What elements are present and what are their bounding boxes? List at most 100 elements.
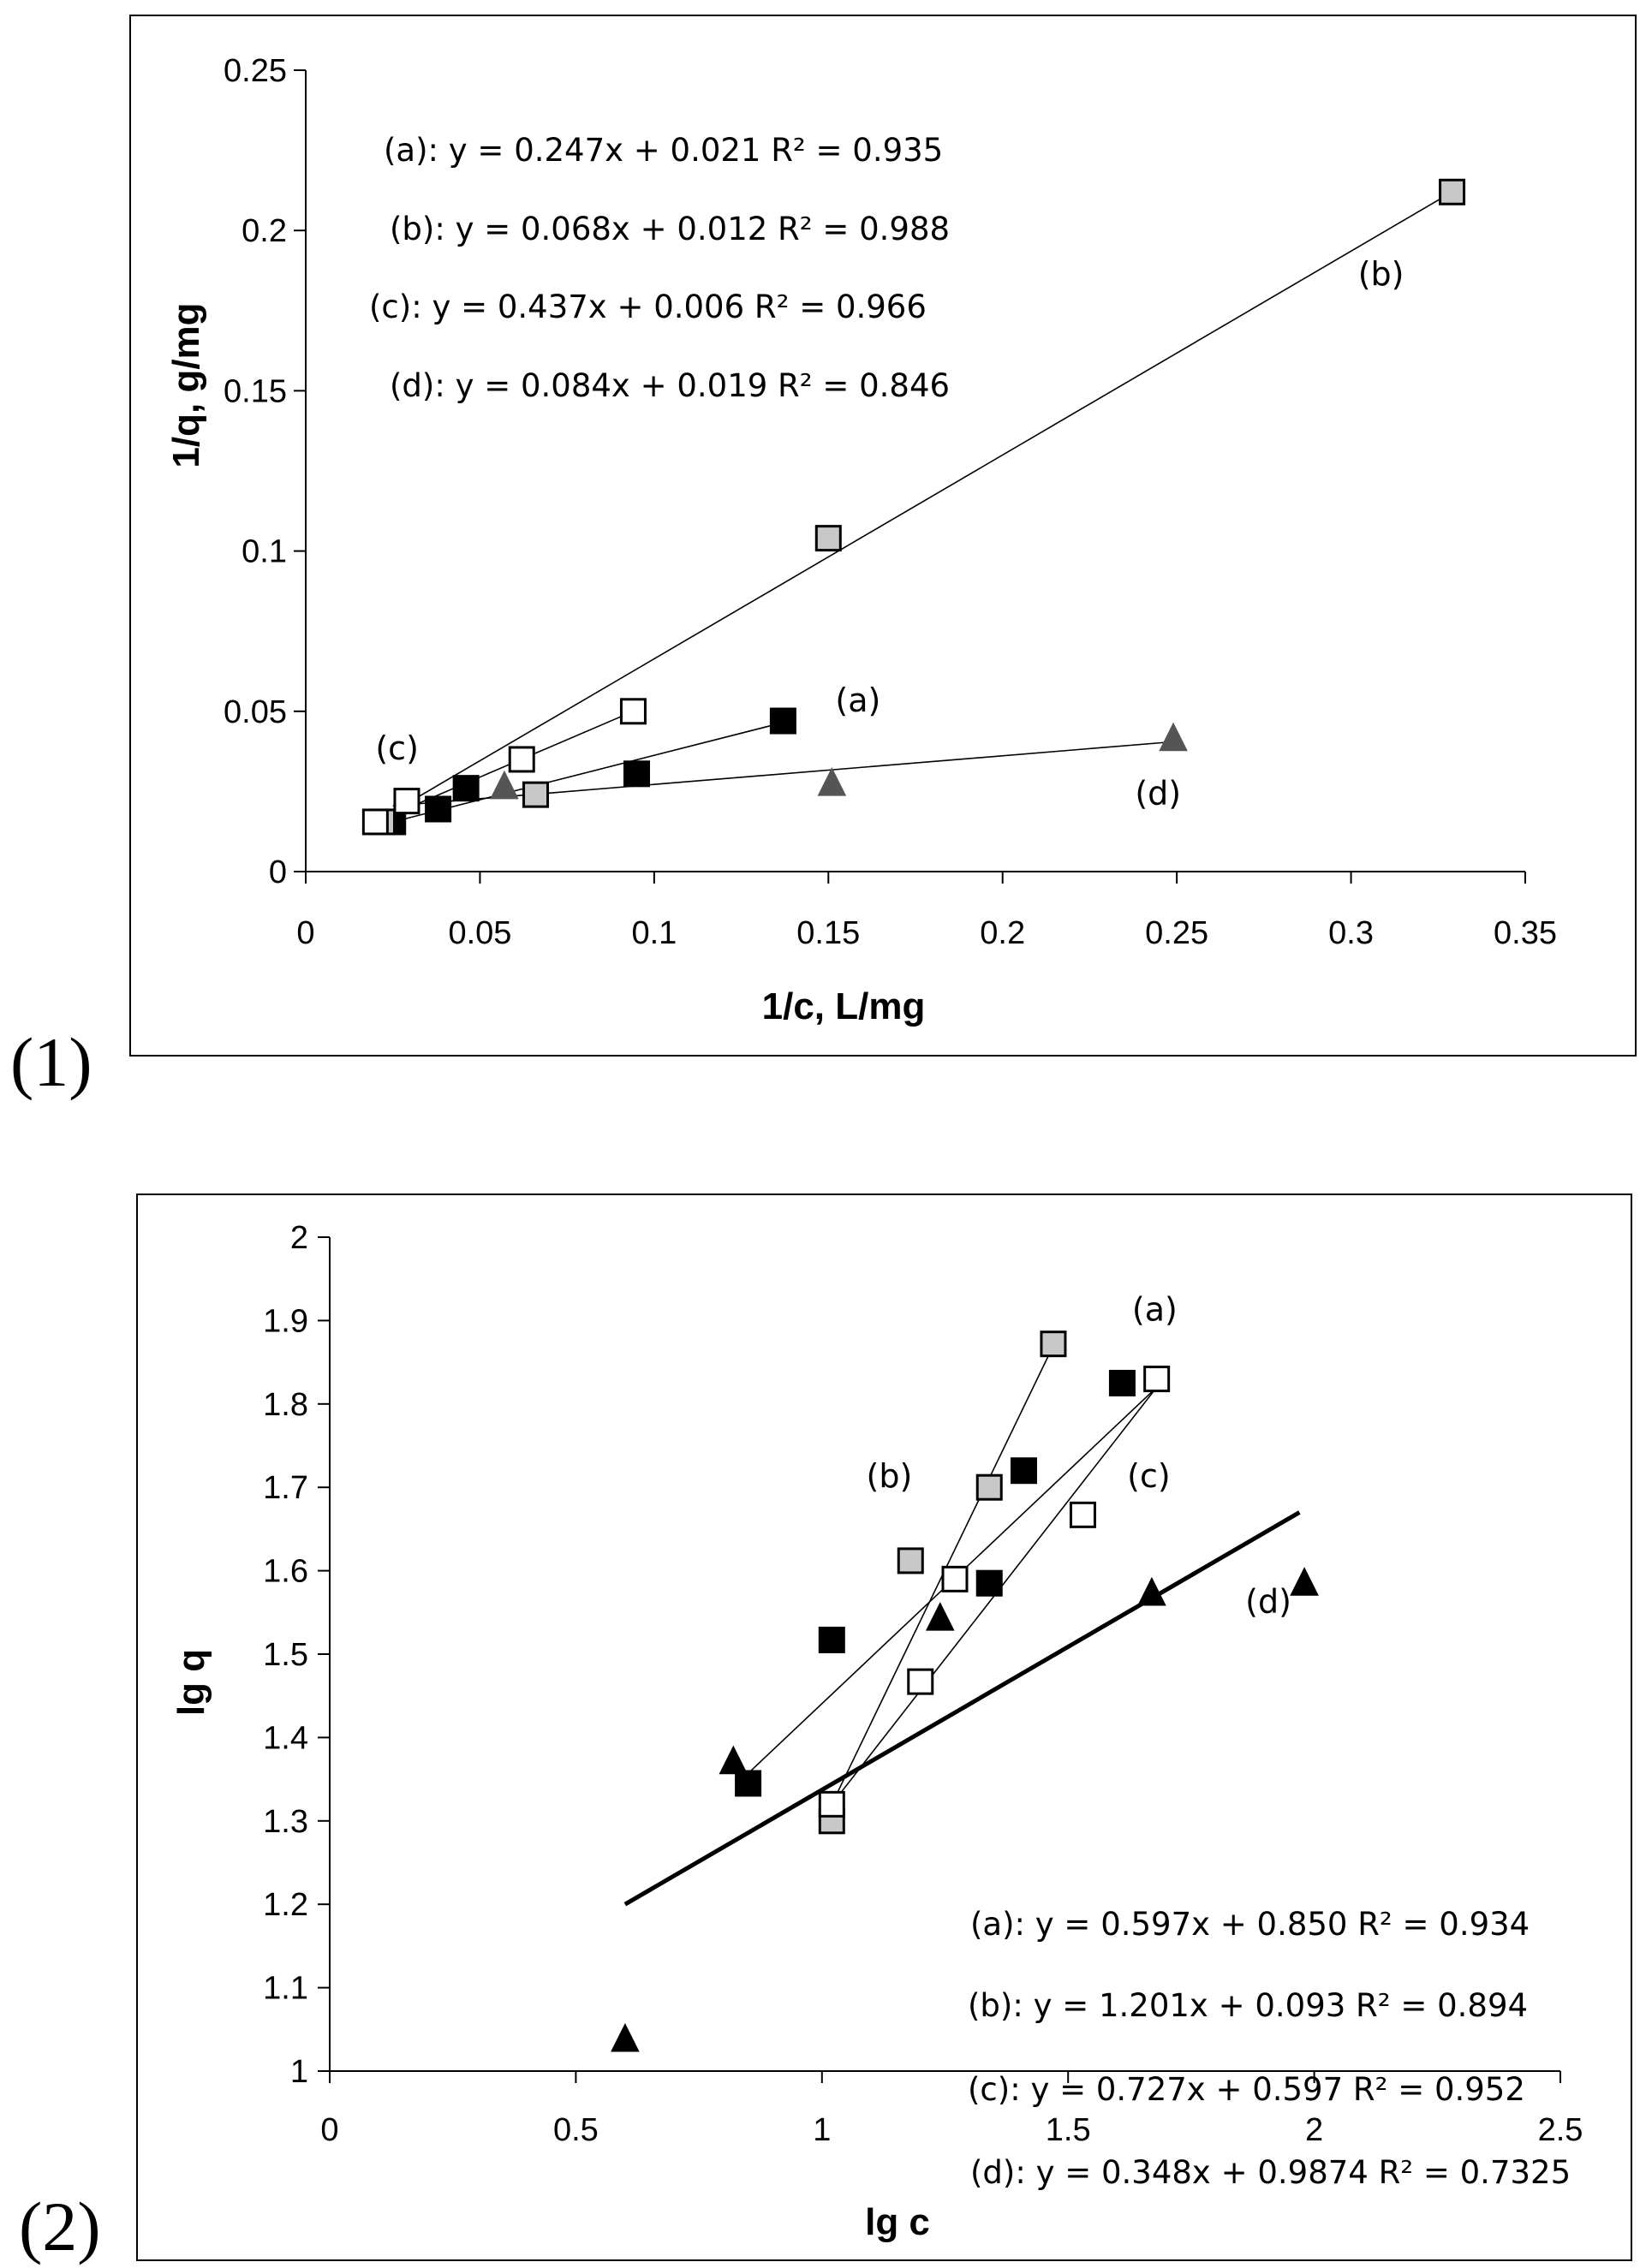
chart-1-point-b bbox=[1439, 178, 1466, 205]
chart-1-series-label-d: (d) bbox=[1135, 774, 1181, 812]
chart-1-x-tick-label: 0.1 bbox=[631, 915, 677, 951]
chart-2-y-tick-label: 1.7 bbox=[263, 1470, 308, 1506]
chart-2-point-a bbox=[1108, 1369, 1136, 1396]
chart-1-panel-label: (1) bbox=[10, 1023, 92, 1101]
chart-2-point-d bbox=[925, 1602, 955, 1631]
chart-1-series-labels: (a) (b) (c) (d) bbox=[375, 255, 1404, 813]
chart-1-point-d bbox=[817, 767, 847, 796]
chart-2-trendline-d bbox=[623, 1510, 1301, 1907]
chart-2-point-b bbox=[975, 1473, 1003, 1501]
chart-1-point-a bbox=[425, 795, 452, 823]
chart-1-point-c bbox=[508, 746, 535, 773]
chart-2-point-c bbox=[1143, 1366, 1171, 1393]
chart-2-markers bbox=[611, 1330, 1319, 2052]
chart-2-x-tick-label: 1 bbox=[813, 2112, 831, 2148]
chart-1-equations: (a): y = 0.247x + 0.021 R² = 0.935 (b): … bbox=[369, 132, 950, 404]
chart-1-y-tick-label: 0 bbox=[269, 854, 287, 890]
chart-2-x-tick-label: 0 bbox=[320, 2112, 338, 2148]
chart-1-point-b bbox=[814, 525, 842, 552]
chart-1-x-tick-label: 0.25 bbox=[1145, 915, 1208, 951]
chart-2-point-c bbox=[941, 1565, 969, 1592]
chart-2-border bbox=[136, 1194, 1632, 2261]
chart-1-y-tick-label: 0.2 bbox=[242, 213, 287, 249]
chart-2-series-label-c: (c) bbox=[1127, 1457, 1171, 1495]
chart-1-equation-d: (d): y = 0.084x + 0.019 R² = 0.846 bbox=[390, 367, 950, 404]
chart-1-trendline-b bbox=[374, 191, 1452, 823]
chart-1-x-tick-label: 0.35 bbox=[1494, 915, 1557, 951]
chart-2-equations: (a): y = 0.597x + 0.850 R² = 0.934 (b): … bbox=[968, 1906, 1571, 2191]
chart-1-x-tick-label: 0.05 bbox=[448, 915, 511, 951]
chart-1-trendlines bbox=[374, 191, 1452, 823]
chart-2-y-tick-label: 1.5 bbox=[263, 1637, 308, 1673]
chart-2-x-tick-label: 0.5 bbox=[553, 2112, 599, 2148]
chart-2-point-d bbox=[1290, 1567, 1319, 1596]
chart-2-point-a bbox=[1010, 1457, 1037, 1485]
chart-2-y-tick-label: 1.2 bbox=[263, 1887, 308, 1923]
chart-2-point-b bbox=[1040, 1330, 1067, 1358]
chart-2-ticks: 0 0.5 1 1.5 2 2.5 1 1.1 1.2 1.3 1.4 1.5 1.6 1.7 1.8 1.9… bbox=[263, 1220, 1583, 2148]
chart-1-equation-b: (b): y = 0.068x + 0.012 R² = 0.988 bbox=[390, 211, 950, 247]
chart-1-equation-c: (c): y = 0.437x + 0.006 R² = 0.966 bbox=[369, 289, 927, 325]
chart-1-point-c bbox=[393, 788, 420, 815]
chart-1-point-c bbox=[619, 698, 647, 725]
chart-2-equation-b: (b): y = 1.201x + 0.093 R² = 0.894 bbox=[968, 1987, 1528, 2024]
chart-2-point-d bbox=[1137, 1576, 1166, 1606]
chart-2-x-tick-label: 2 bbox=[1305, 2112, 1323, 2148]
chart-1-ticks: 0 0.05 0.1 0.15 0.2 0.25 0.3 0.35 0 0.05 0.1 0.15 0.… bbox=[224, 53, 1557, 951]
chart-1-point-d bbox=[490, 770, 519, 800]
chart-2-point-a bbox=[818, 1626, 845, 1653]
chart-1-x-tick-label: 0.15 bbox=[796, 915, 860, 951]
chart-2-y-tick-label: 1.4 bbox=[263, 1720, 308, 1756]
chart-1-trendline-a bbox=[392, 722, 784, 823]
chart-1-x-tick-label: 0.3 bbox=[1328, 915, 1374, 951]
chart-2-point-b bbox=[897, 1547, 924, 1575]
chart-1: 0 0.05 0.1 0.15 0.2 0.25 0.3 0.35 0 0.05 0.1 0.15 0.… bbox=[10, 15, 1637, 1101]
chart-2-y-tick-label: 2 bbox=[290, 1220, 308, 1256]
chart-2-x-axis-label: lg c bbox=[865, 2201, 930, 2243]
chart-1-y-tick-label: 0.25 bbox=[224, 53, 287, 89]
chart-1-y-tick-label: 0.1 bbox=[242, 534, 287, 570]
chart-1-y-axis-label: 1/q, g/mg bbox=[165, 302, 207, 467]
chart-1-border bbox=[129, 15, 1637, 1057]
chart-2-x-tick-label: 1.5 bbox=[1046, 2112, 1091, 2148]
chart-2-equation-d: (d): y = 0.348x + 0.9874 R² = 0.7325 bbox=[970, 2154, 1571, 2191]
chart-2-y-tick-label: 1.1 bbox=[263, 1971, 308, 2007]
chart-1-point-a bbox=[452, 775, 480, 802]
chart-2-point-d bbox=[719, 1745, 748, 1775]
chart-2-point-c bbox=[1069, 1501, 1096, 1528]
chart-1-x-tick-label: 0.2 bbox=[980, 915, 1025, 951]
chart-2-point-a bbox=[975, 1569, 1003, 1597]
chart-1-series-label-a: (a) bbox=[835, 682, 880, 719]
chart-1-point-c bbox=[361, 808, 389, 836]
chart-2: 0 0.5 1 1.5 2 2.5 1 1.1 1.2 1.3 1.4 1.5 1.6 1.7 1.8 1.9… bbox=[19, 1194, 1632, 2265]
chart-1-equation-a: (a): y = 0.247x + 0.021 R² = 0.935 bbox=[384, 132, 943, 169]
chart-2-point-d bbox=[611, 2022, 640, 2052]
chart-1-point-d bbox=[1159, 722, 1188, 752]
chart-2-point-c bbox=[907, 1668, 934, 1695]
chart-2-equation-a: (a): y = 0.597x + 0.850 R² = 0.934 bbox=[970, 1906, 1530, 1943]
chart-2-series-label-d: (d) bbox=[1245, 1582, 1291, 1620]
chart-2-trendlines bbox=[623, 1345, 1301, 1907]
chart-2-series-labels: (a) (b) (c) (d) bbox=[867, 1290, 1291, 1620]
chart-2-y-axis-label: lg q bbox=[170, 1649, 212, 1716]
chart-1-markers bbox=[361, 178, 1466, 836]
chart-1-point-a bbox=[623, 760, 651, 788]
chart-1-series-label-c: (c) bbox=[375, 729, 419, 767]
chart-1-y-tick-label: 0.05 bbox=[224, 694, 287, 730]
chart-2-y-tick-label: 1.6 bbox=[263, 1554, 308, 1590]
chart-2-y-tick-label: 1 bbox=[290, 2054, 308, 2090]
chart-2-point-a bbox=[735, 1770, 762, 1797]
chart-2-y-tick-label: 1.8 bbox=[263, 1387, 308, 1423]
chart-2-y-tick-label: 1.9 bbox=[263, 1303, 308, 1339]
chart-1-series-label-b: (b) bbox=[1358, 255, 1404, 293]
chart-2-series-label-a: (a) bbox=[1132, 1290, 1178, 1328]
chart-2-series-label-b: (b) bbox=[867, 1457, 913, 1495]
chart-2-panel-label: (2) bbox=[19, 2188, 101, 2265]
chart-1-point-a bbox=[769, 707, 796, 735]
chart-2-equation-c: (c): y = 0.727x + 0.597 R² = 0.952 bbox=[968, 2071, 1525, 2108]
chart-1-point-b bbox=[522, 781, 550, 808]
chart-1-x-axis-label: 1/c, L/mg bbox=[762, 985, 926, 1027]
chart-1-y-tick-label: 0.15 bbox=[224, 373, 287, 409]
chart-2-point-c bbox=[818, 1790, 845, 1818]
